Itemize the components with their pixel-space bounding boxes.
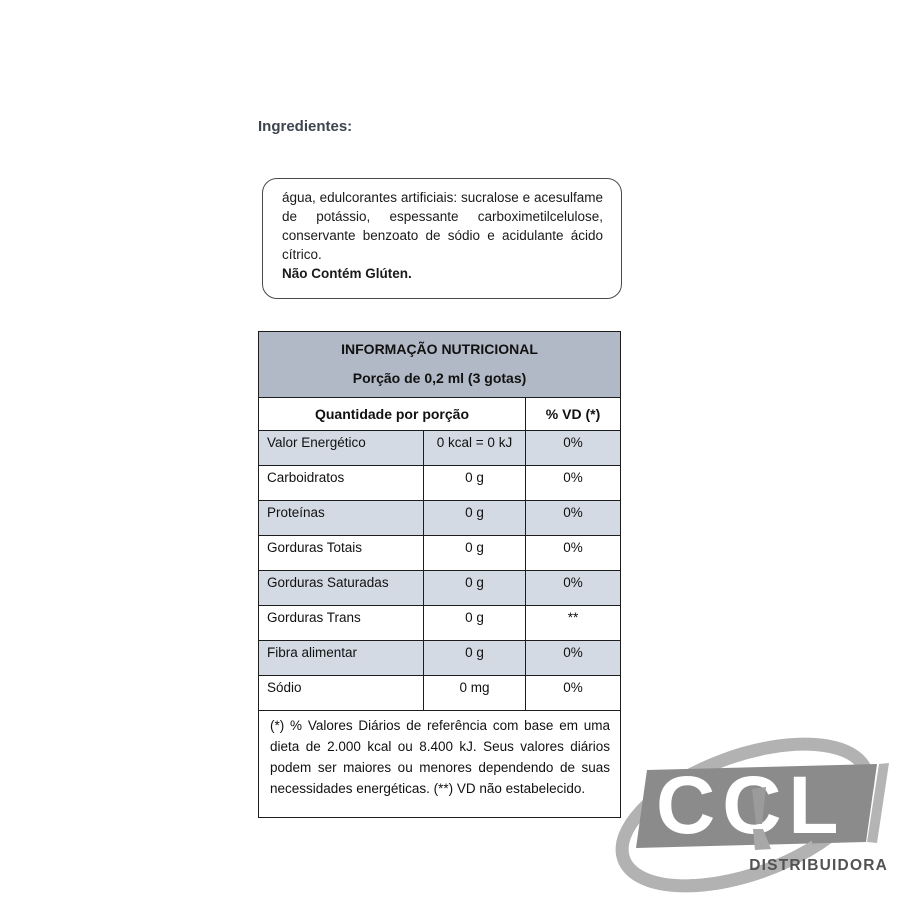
- table-row: Gorduras Trans 0 g **: [258, 605, 622, 641]
- ccl-distribuidora-logo: CCL DISTRIBUIDORA: [615, 737, 889, 893]
- nutrient-vd: 0%: [524, 430, 622, 466]
- nutrient-label: Fibra alimentar: [258, 640, 424, 676]
- nutrient-vd: 0%: [524, 675, 622, 711]
- table-row: Carboidratos 0 g 0%: [258, 465, 622, 501]
- table-row: Fibra alimentar 0 g 0%: [258, 640, 622, 676]
- nutrient-value: 0 g: [423, 500, 526, 536]
- table-row: Sódio 0 mg 0%: [258, 675, 622, 711]
- nutrient-label: Gorduras Saturadas: [258, 570, 424, 606]
- ingredients-text: água, edulcorantes artificiais: sucralos…: [282, 190, 603, 262]
- nutrient-value: 0 g: [423, 605, 526, 641]
- column-header-vd: % VD (*): [524, 397, 622, 431]
- nutrient-vd: 0%: [524, 465, 622, 501]
- ingredients-box: água, edulcorantes artificiais: sucralos…: [262, 178, 622, 299]
- nutrition-table: INFORMAÇÃO NUTRICIONAL Porção de 0,2 ml …: [257, 331, 622, 818]
- table-row: Valor Energético 0 kcal = 0 kJ 0%: [258, 430, 622, 466]
- ingredients-heading: Ingredientes:: [258, 118, 353, 135]
- nutrient-value: 0 kcal = 0 kJ: [423, 430, 526, 466]
- nutrient-value: 0 g: [423, 535, 526, 571]
- table-footnote-row: (*) % Valores Diários de referência com …: [257, 710, 622, 818]
- portion-size: Porção de 0,2 ml (3 gotas): [352, 370, 527, 386]
- column-header-quantity: Quantidade por porção: [258, 397, 526, 431]
- logo-bevel: [867, 763, 889, 843]
- nutrient-vd: 0%: [524, 535, 622, 571]
- logo-text: CCL: [656, 760, 846, 851]
- table-row: Gorduras Saturadas 0 g 0%: [258, 570, 622, 606]
- nutrient-label: Gorduras Trans: [258, 605, 424, 641]
- nutrient-value: 0 mg: [423, 675, 526, 711]
- nutrient-vd: 0%: [524, 570, 622, 606]
- gluten-free-note: Não Contém Glúten.: [282, 266, 412, 281]
- nutrient-value: 0 g: [423, 465, 526, 501]
- table-title: INFORMAÇÃO NUTRICIONAL: [341, 341, 538, 357]
- nutrient-vd: 0%: [524, 640, 622, 676]
- table-title-row: INFORMAÇÃO NUTRICIONAL Porção de 0,2 ml …: [257, 331, 622, 398]
- nutrient-value: 0 g: [423, 570, 526, 606]
- nutrient-value: 0 g: [423, 640, 526, 676]
- logo-c-wedge: [752, 787, 766, 824]
- column-header-row: Quantidade por porção % VD (*): [258, 397, 622, 431]
- nutrient-label: Proteínas: [258, 500, 424, 536]
- nutrient-label: Carboidratos: [258, 465, 424, 501]
- logo-tagline: DISTRIBUIDORA: [749, 857, 888, 874]
- nutrient-label: Sódio: [258, 675, 424, 711]
- nutrient-label: Gorduras Totais: [258, 535, 424, 571]
- logo-c-tail: [753, 829, 771, 850]
- daily-values-footnote: (*) % Valores Diários de referência com …: [257, 710, 622, 818]
- table-title-cell: INFORMAÇÃO NUTRICIONAL Porção de 0,2 ml …: [257, 331, 622, 398]
- table-row: Proteínas 0 g 0%: [258, 500, 622, 536]
- table-row: Gorduras Totais 0 g 0%: [258, 535, 622, 571]
- nutrient-vd: 0%: [524, 500, 622, 536]
- logo-swoosh-front-arc: [690, 818, 812, 890]
- nutrient-label: Valor Energético: [258, 430, 424, 466]
- nutrient-vd: **: [524, 605, 622, 641]
